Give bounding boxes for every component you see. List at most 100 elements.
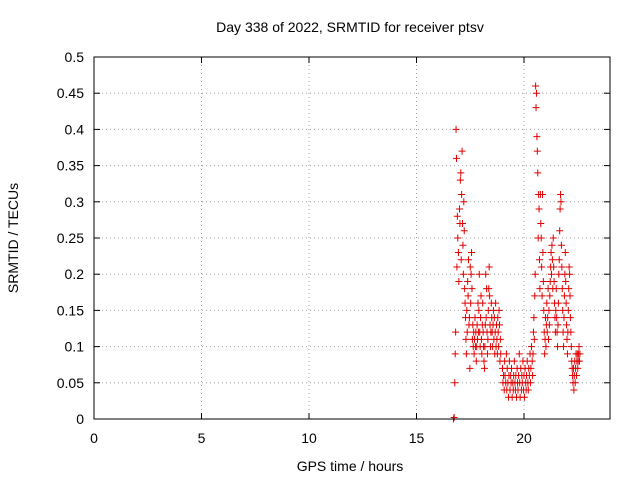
data-point — [460, 227, 468, 235]
data-point — [554, 299, 562, 307]
data-point — [532, 82, 540, 90]
data-point — [558, 263, 566, 271]
data-point — [453, 263, 461, 271]
data-point — [529, 328, 537, 336]
data-point — [496, 335, 504, 343]
x-tick-label: 20 — [516, 430, 532, 446]
data-point — [556, 205, 564, 213]
data-point — [467, 270, 475, 278]
x-tick-label: 10 — [301, 430, 317, 446]
x-tick-label: 0 — [90, 430, 98, 446]
data-point — [562, 299, 570, 307]
data-point — [451, 379, 459, 387]
data-point — [562, 277, 570, 285]
data-point — [532, 89, 540, 97]
data-point — [470, 350, 478, 358]
data-point — [467, 299, 475, 307]
data-point — [537, 220, 545, 228]
x-tick-labels: 0 5 10 15 20 — [90, 430, 532, 446]
data-point — [530, 335, 538, 343]
x-tick-label: 15 — [409, 430, 425, 446]
data-point — [452, 125, 460, 133]
data-point — [452, 328, 460, 336]
data-point — [462, 335, 470, 343]
y-tick-label: 0 — [76, 411, 84, 427]
data-point — [454, 234, 462, 242]
data-point — [465, 256, 473, 264]
data-point — [531, 292, 539, 300]
data-point — [565, 285, 573, 293]
data-point — [536, 285, 544, 293]
data-point — [520, 393, 528, 401]
data-point — [529, 372, 537, 380]
data-point — [535, 205, 543, 213]
data-point — [566, 292, 574, 300]
data-point — [468, 248, 476, 256]
data-point — [486, 292, 494, 300]
y-tick-label: 0.3 — [65, 194, 85, 210]
data-point — [539, 277, 547, 285]
data-point — [510, 357, 518, 365]
data-point — [560, 314, 568, 322]
data-point — [454, 248, 462, 256]
chart-title: Day 338 of 2022, SRMTID for receiver pts… — [216, 19, 484, 35]
data-point — [560, 343, 568, 351]
data-point — [557, 241, 565, 249]
data-point — [567, 328, 575, 336]
data-point — [557, 191, 565, 199]
y-tick-label: 0.35 — [57, 158, 84, 174]
axis-ticks — [93, 56, 610, 420]
data-point — [452, 154, 460, 162]
data-point — [541, 350, 549, 358]
data-point — [566, 270, 574, 278]
data-point — [555, 256, 563, 264]
data-point — [458, 191, 466, 199]
data-point — [464, 277, 472, 285]
data-point — [459, 220, 467, 228]
data-point — [463, 306, 471, 314]
data-point — [485, 263, 493, 271]
data-point — [565, 263, 573, 271]
data-point — [545, 306, 553, 314]
y-tick-label: 0.4 — [65, 121, 85, 137]
y-tick-label: 0.1 — [65, 339, 85, 355]
data-point — [548, 270, 556, 278]
data-point — [468, 285, 476, 293]
data-point — [528, 357, 536, 365]
data-point — [527, 364, 535, 372]
data-point — [462, 350, 470, 358]
data-point — [483, 350, 491, 358]
data-point — [552, 306, 560, 314]
data-point — [544, 314, 552, 322]
x-tick-label: 5 — [198, 430, 206, 446]
data-point — [459, 270, 467, 278]
data-point — [475, 270, 483, 278]
data-point — [547, 248, 555, 256]
data-point — [543, 299, 551, 307]
data-point — [554, 321, 562, 329]
x-axis-label: GPS time / hours — [297, 458, 404, 474]
data-point — [535, 256, 543, 264]
data-point — [538, 292, 546, 300]
data-point — [563, 335, 571, 343]
y-tick-labels: 0 0.05 0.1 0.15 0.2 0.25 0.3 0.35 0.4 0.45 0.5 — [57, 49, 84, 427]
y-tick-label: 0.5 — [65, 49, 85, 65]
data-point — [450, 414, 458, 422]
data-point — [545, 321, 553, 329]
data-point — [515, 350, 523, 358]
data-point — [563, 321, 571, 329]
data-point — [466, 263, 474, 271]
data-point — [459, 241, 467, 249]
data-point — [572, 372, 580, 380]
data-point — [554, 343, 562, 351]
data-point — [494, 314, 502, 322]
data-point — [464, 292, 472, 300]
data-point — [555, 270, 563, 278]
data-point — [529, 350, 537, 358]
y-tick-label: 0.2 — [65, 266, 85, 282]
data-point — [538, 263, 546, 271]
data-point — [567, 343, 575, 351]
data-point — [553, 314, 561, 322]
data-point — [495, 306, 503, 314]
